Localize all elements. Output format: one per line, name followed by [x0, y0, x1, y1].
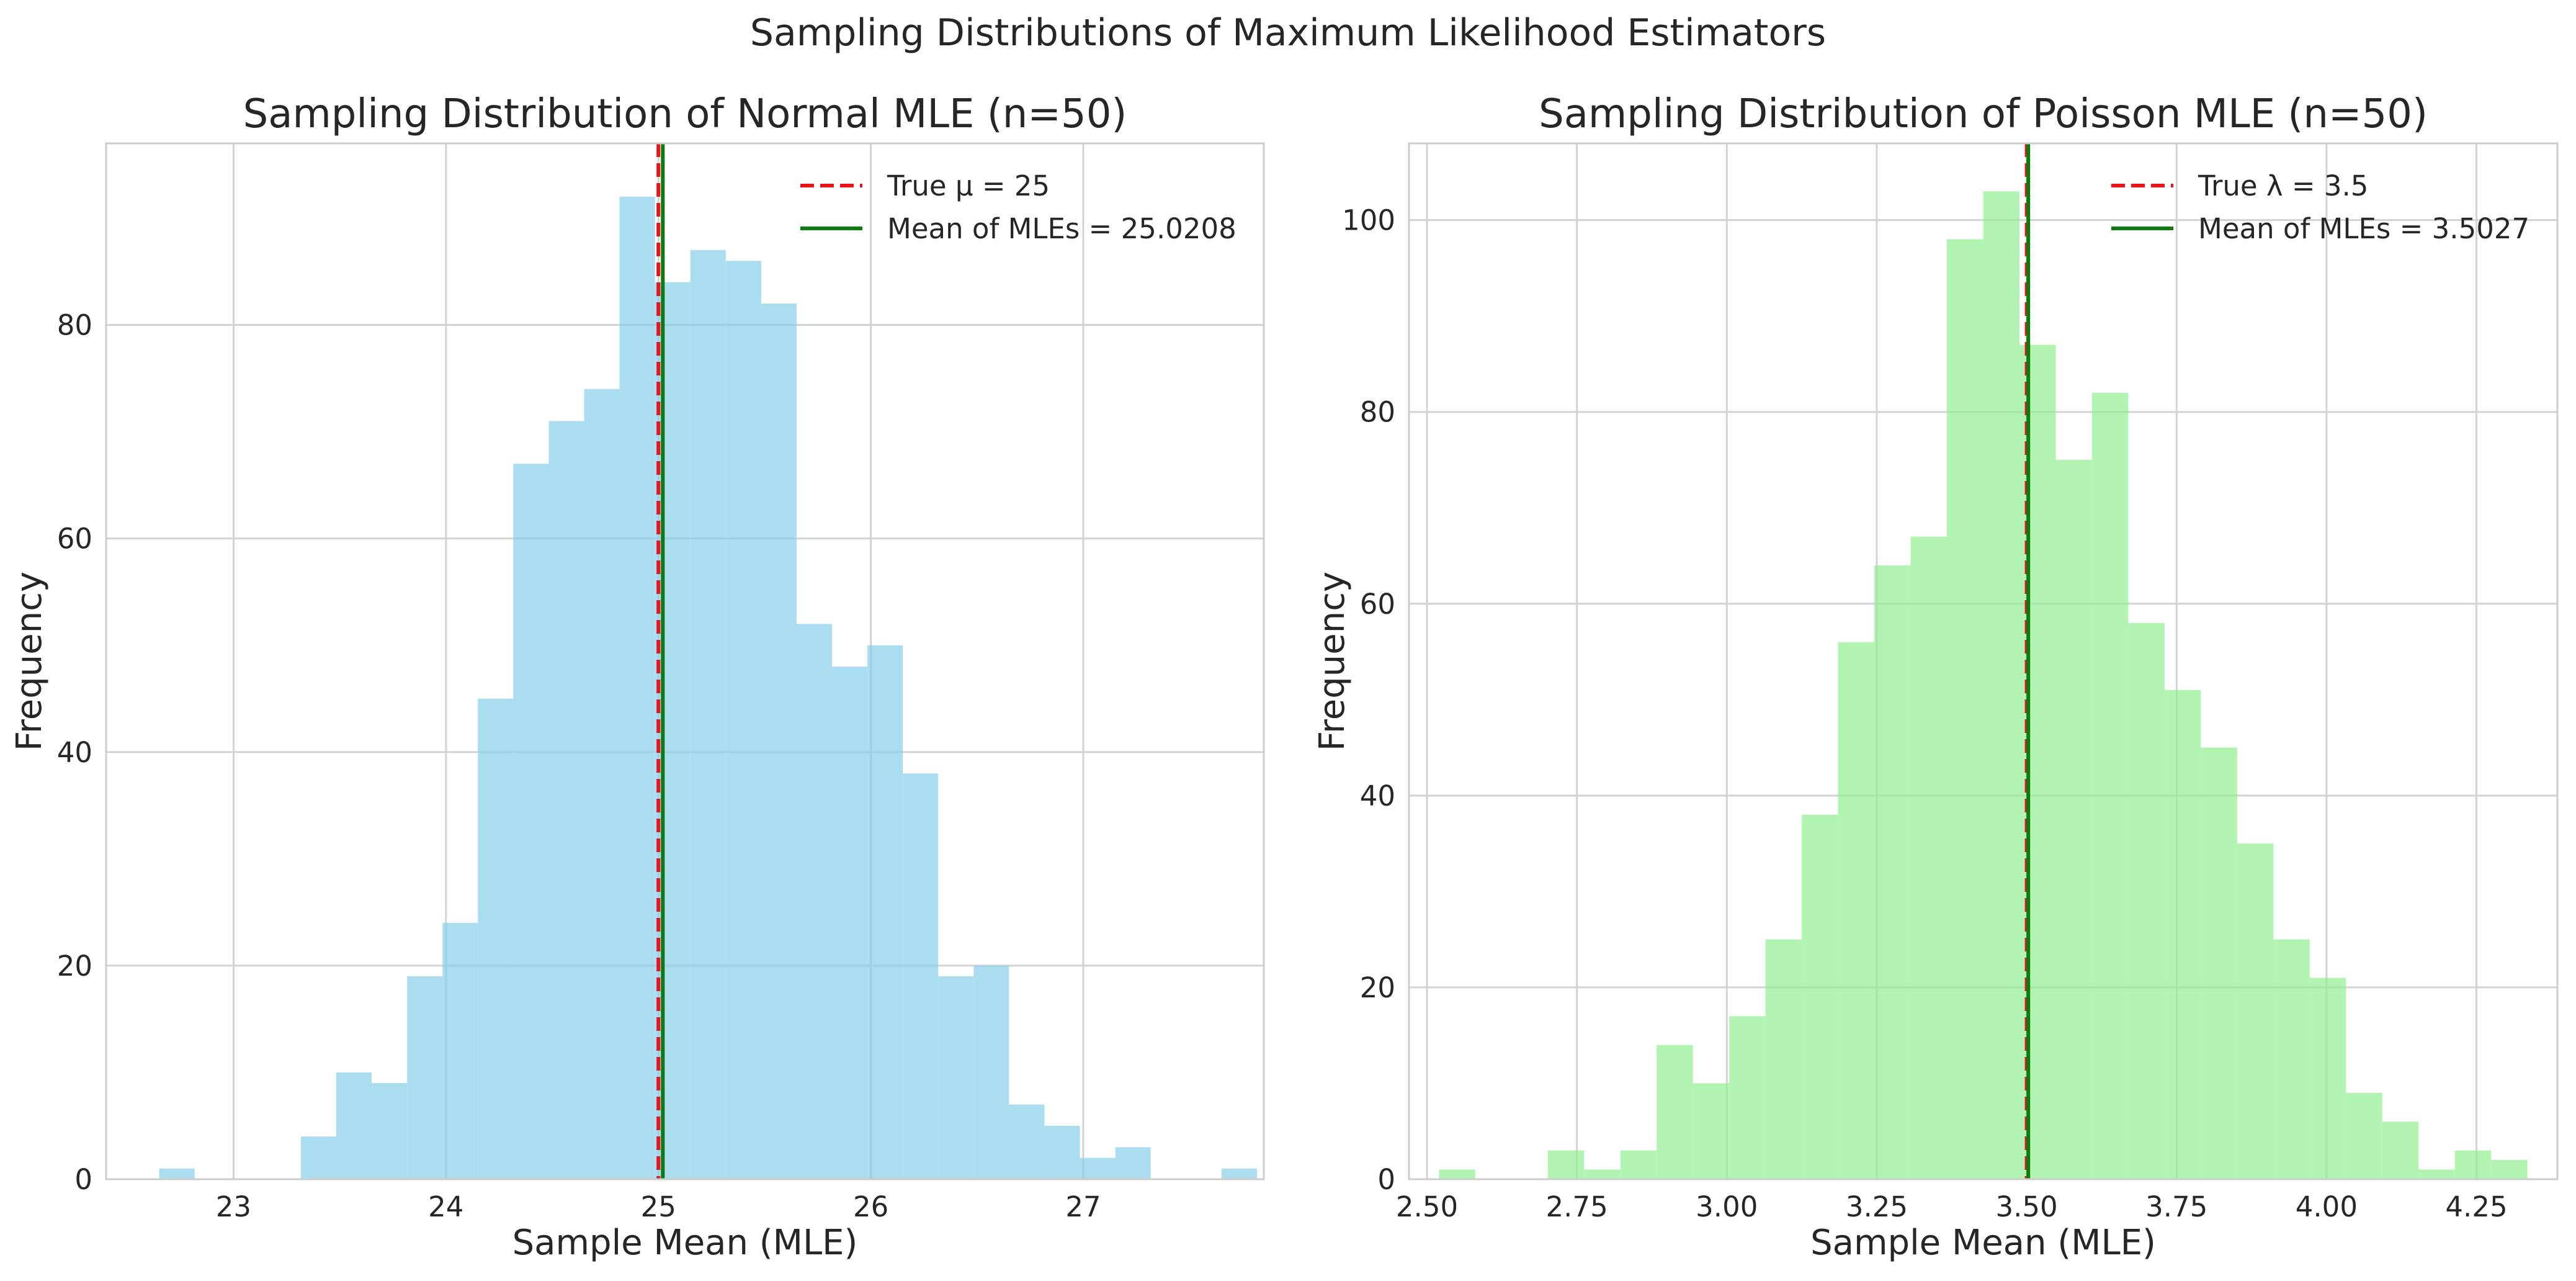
histogram-bar [725, 261, 761, 1179]
histogram-bar [1439, 1169, 1475, 1179]
y-tick-label: 60 [1360, 588, 1395, 621]
x-axis-label: Sample Mean (MLE) [512, 1223, 858, 1263]
x-axis-label: Sample Mean (MLE) [1810, 1223, 2156, 1263]
histogram-bar [2201, 747, 2237, 1179]
histogram-bar [2164, 690, 2201, 1179]
histogram-bar [1910, 536, 1948, 1180]
y-tick-label: 100 [1342, 204, 1395, 237]
histogram-bar [1983, 191, 2019, 1179]
y-tick-label: 60 [57, 523, 92, 555]
histogram-bar [2491, 1160, 2528, 1179]
histogram-bar [1765, 939, 1802, 1179]
histogram-bar [1802, 814, 1838, 1179]
histogram-bar [159, 1168, 195, 1179]
histogram-bar [442, 923, 478, 1179]
histogram-bar [548, 421, 584, 1179]
histogram-bar [1874, 565, 1911, 1179]
histogram-bar [867, 645, 903, 1179]
histogram-bar [584, 389, 620, 1180]
histogram-bar [1044, 1125, 1080, 1179]
axes-frame [105, 142, 1265, 1180]
histogram-bar [478, 698, 514, 1179]
histogram-bar [1584, 1169, 1621, 1179]
chart-title: Sampling Distribution of Normal MLE (n=5… [243, 91, 1127, 137]
y-tick-label: 20 [57, 950, 92, 982]
y-tick-label: 40 [1360, 780, 1395, 812]
histogram-bar [2346, 1092, 2382, 1179]
x-tick-label: 27 [1065, 1190, 1101, 1223]
histogram-bar [2454, 1150, 2492, 1179]
y-axis-label: Frequency [9, 572, 50, 751]
histogram-bar [1080, 1157, 1116, 1179]
x-tick-label: 26 [853, 1190, 888, 1223]
histogram-bar [2091, 392, 2129, 1179]
legend-label: Mean of MLEs = 3.5027 [2198, 212, 2529, 245]
y-tick-label: 0 [74, 1163, 92, 1196]
histogram-bar [1693, 1083, 1730, 1179]
histogram-bar [1729, 1016, 1766, 1179]
histogram-bar [1221, 1168, 1257, 1179]
histogram-bar [336, 1072, 372, 1179]
y-tick-label: 80 [1360, 396, 1395, 429]
x-tick-label: 24 [428, 1190, 463, 1223]
histogram-bar [903, 773, 939, 1179]
legend-label: Mean of MLEs = 25.0208 [887, 212, 1237, 245]
histogram-bar [1947, 239, 1983, 1179]
histogram-bar [1620, 1150, 1657, 1179]
legend-label: True λ = 3.5 [2198, 169, 2368, 202]
y-tick-label: 20 [1360, 971, 1395, 1004]
x-tick-label: 3.75 [2145, 1190, 2207, 1223]
histogram-bar [761, 303, 797, 1179]
histogram-bar [2309, 978, 2346, 1179]
x-tick-label: 25 [641, 1190, 676, 1223]
x-tick-label: 2.75 [1546, 1190, 1608, 1223]
histogram-bar [2128, 623, 2165, 1179]
normal-mle-histogram-panel: 23 24 25 26 27 0 20 40 60 80 Sampling Distribution… [9, 91, 1265, 1263]
histogram-bar [300, 1136, 336, 1179]
histogram-bar [690, 250, 726, 1179]
axes-frame [1408, 142, 2559, 1180]
x-tick-label: 4.00 [2296, 1190, 2358, 1223]
histogram-bar [1009, 1104, 1045, 1179]
histogram-bar [513, 464, 549, 1179]
histogram-bar [407, 976, 443, 1179]
y-axis-label: Frequency [1312, 572, 1353, 751]
histogram-bar [2273, 939, 2310, 1179]
histogram-bar [1838, 642, 1875, 1179]
x-tick-label: 23 [216, 1190, 251, 1223]
histogram-bar [938, 976, 974, 1179]
chart-title: Sampling Distribution of Poisson MLE (n=… [1539, 91, 2428, 137]
x-tick-label: 4.25 [2445, 1190, 2507, 1223]
poisson-mle-histogram-panel: 2.50 2.75 3.00 3.25 3.50 3.75 4.00 4.25 0 20 40 60 8… [1312, 91, 2559, 1263]
legend-label: True μ = 25 [887, 169, 1050, 202]
x-tick-label: 3.25 [1846, 1190, 1908, 1223]
histogram-bar [2055, 459, 2092, 1180]
x-tick-label: 3.50 [1995, 1190, 2057, 1223]
histogram-bar [1657, 1045, 1693, 1179]
histogram-bar [796, 624, 833, 1179]
histogram-bar [2382, 1121, 2419, 1179]
histogram-bar [619, 197, 655, 1180]
histogram-bar [973, 965, 1009, 1179]
histogram-bar [655, 282, 691, 1179]
histogram-bar [2237, 843, 2274, 1179]
histogram-bar [1547, 1150, 1585, 1179]
y-tick-label: 0 [1377, 1163, 1395, 1196]
histogram-bar [2418, 1169, 2455, 1179]
histogram-bar [372, 1083, 408, 1179]
y-tick-label: 80 [57, 309, 92, 342]
histogram-bar [832, 667, 868, 1179]
y-tick-label: 40 [57, 736, 92, 769]
figure-suptitle: Sampling Distributions of Maximum Likeli… [749, 11, 1827, 55]
x-tick-label: 3.00 [1696, 1190, 1758, 1223]
x-tick-label: 2.50 [1396, 1190, 1458, 1223]
histogram-bar [1115, 1147, 1151, 1179]
